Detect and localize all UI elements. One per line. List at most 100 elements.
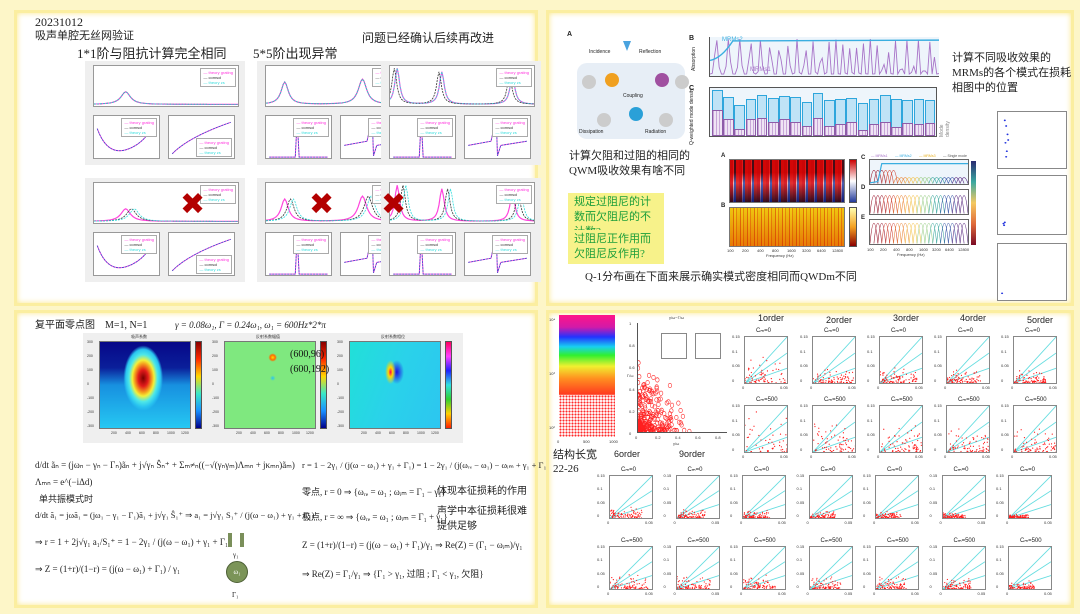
data-point <box>885 381 887 383</box>
data-point <box>823 381 825 383</box>
heatmap-figure: A B 100 200 400 800 1600 3200 6400 12800 Frequency… <box>721 153 861 258</box>
data-point <box>746 588 748 589</box>
absorption-axes: — theory grating— comsol— theory zs <box>389 65 535 107</box>
data-point <box>763 586 765 588</box>
data-point <box>676 578 678 580</box>
data-point <box>611 576 613 579</box>
data-point <box>1027 382 1029 383</box>
data-point <box>823 450 825 452</box>
data-point <box>695 586 697 589</box>
data-point <box>842 382 845 383</box>
data-point <box>828 382 830 383</box>
cm-label: Cₘ=500 <box>621 538 643 544</box>
data-point <box>1022 584 1024 586</box>
y-tick: 0.15 <box>1001 334 1009 339</box>
data-point <box>904 578 907 580</box>
data-point <box>678 517 680 518</box>
damping-guide-line <box>745 422 787 452</box>
x-tick: 0.8 <box>715 435 721 440</box>
data-point <box>978 451 980 452</box>
damping-guide-line <box>1014 368 1056 383</box>
data-point <box>961 517 963 518</box>
data-point <box>825 446 827 448</box>
data-point <box>1018 379 1020 382</box>
data-point <box>970 381 972 383</box>
neighbor-node <box>659 113 673 127</box>
complex-plane-map <box>99 341 191 429</box>
y-tick: 0.15 <box>730 544 738 549</box>
data-point <box>1027 451 1029 452</box>
data-point <box>765 580 767 582</box>
damping-guide-line <box>745 437 787 452</box>
data-point <box>956 447 958 449</box>
data-point <box>968 587 970 589</box>
data-point <box>852 379 854 381</box>
data-point <box>882 514 885 516</box>
data-point <box>646 419 651 425</box>
data-point <box>957 445 959 447</box>
matlab-figure: — theory grating— comsol— theory zs✖— th… <box>85 178 245 282</box>
data-point <box>957 435 960 437</box>
data-point <box>839 583 841 585</box>
data-point <box>889 515 891 517</box>
data-point <box>898 380 900 382</box>
y-tick: 0.05 <box>863 499 871 505</box>
damping-guide-line <box>745 353 787 383</box>
data-point <box>883 381 885 383</box>
data-point <box>697 514 699 516</box>
data-point <box>957 376 960 379</box>
data-point <box>698 584 700 586</box>
mode-curves <box>870 160 968 184</box>
damping-guide-line <box>743 562 785 589</box>
data-point <box>643 583 645 585</box>
coupling-diagram: A Incidence Reflection Coupling Dissipation R… <box>567 31 689 143</box>
mode-curve <box>894 178 902 184</box>
data-point <box>1023 445 1025 447</box>
legend-entry: — theory grating <box>296 120 326 125</box>
data-point <box>611 586 613 588</box>
y-tick: 0 <box>212 382 214 386</box>
data-point <box>972 381 974 383</box>
mode-curve <box>941 196 949 214</box>
data-point <box>680 588 682 589</box>
scatter-content <box>942 547 985 589</box>
data-point <box>669 402 675 408</box>
data-point <box>763 380 765 383</box>
damping-guide-line <box>876 547 918 589</box>
data-point <box>898 427 900 430</box>
data-point <box>772 586 774 588</box>
data-point <box>763 374 765 376</box>
mode-curve <box>882 223 890 243</box>
data-point <box>817 376 819 378</box>
data-point <box>842 432 844 434</box>
data-point <box>919 449 922 452</box>
data-point <box>823 446 826 449</box>
impedance-axes: — theory grating— comsol— theory zs <box>389 232 456 276</box>
data-point <box>952 582 954 584</box>
data-point <box>893 586 895 588</box>
data-point <box>786 448 787 450</box>
data-point <box>886 586 888 588</box>
data-point <box>878 582 880 584</box>
data-point <box>905 588 907 589</box>
y-tick: 0.05 <box>796 570 805 576</box>
scatter-content <box>745 337 787 383</box>
data-point <box>896 586 898 588</box>
data-point <box>835 370 837 373</box>
data-point <box>766 360 768 362</box>
data-point <box>900 515 902 518</box>
data-point <box>915 447 918 450</box>
cm-label: Cₘ=500 <box>820 538 843 544</box>
data-point <box>701 588 704 589</box>
data-point <box>618 512 620 514</box>
data-point <box>977 380 979 382</box>
data-point <box>766 511 768 514</box>
data-point <box>620 513 622 515</box>
loss-phase-scatter <box>875 546 919 590</box>
data-point <box>639 429 644 432</box>
data-point <box>892 377 894 379</box>
data-point <box>812 515 814 517</box>
data-point <box>632 509 634 512</box>
data-point <box>881 443 883 445</box>
mode-curve <box>925 223 933 243</box>
